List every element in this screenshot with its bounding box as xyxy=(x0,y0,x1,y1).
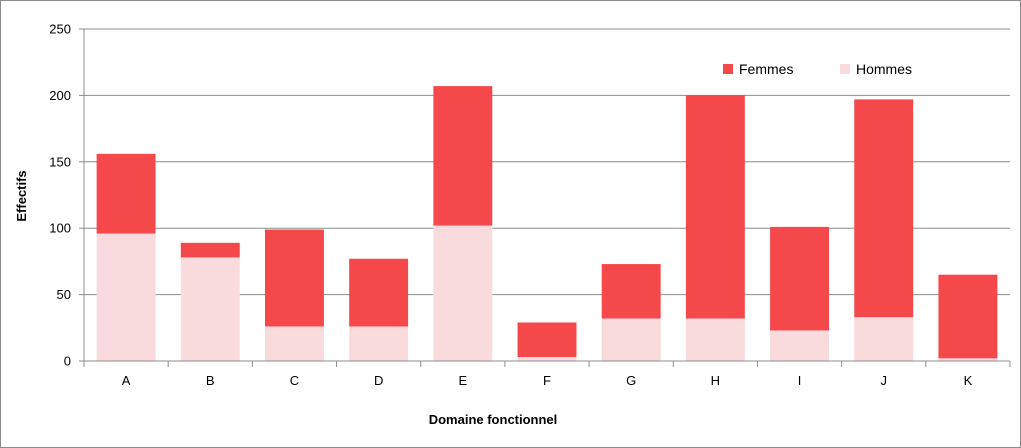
x-tick-label: B xyxy=(206,373,215,388)
y-tick-labels: 0 50 100 150 200 250 xyxy=(49,22,71,369)
legend-swatch-hommes xyxy=(840,64,850,74)
bar-hommes-j xyxy=(854,317,914,361)
bar-hommes-k xyxy=(938,358,998,361)
bar-femmes-d xyxy=(349,258,409,327)
bar-femmes-j xyxy=(854,99,914,318)
legend: Femmes Hommes xyxy=(723,61,912,77)
bar-hommes-a xyxy=(96,233,156,361)
bar-hommes-g xyxy=(601,318,661,361)
y-tick-label: 150 xyxy=(49,154,71,169)
bar-hommes-c xyxy=(264,326,324,361)
legend-label-hommes: Hommes xyxy=(856,61,912,77)
x-tick-label: J xyxy=(880,373,887,388)
y-tick-label: 0 xyxy=(64,354,71,369)
bar-femmes-g xyxy=(601,264,661,319)
x-tick-label: C xyxy=(290,373,299,388)
x-tick-label: K xyxy=(964,373,973,388)
bar-hommes-e xyxy=(433,225,493,361)
bar-hommes-h xyxy=(685,318,745,361)
legend-label-femmes: Femmes xyxy=(739,61,793,77)
bar-hommes-b xyxy=(180,257,240,361)
bar-hommes-f xyxy=(517,357,577,361)
x-tick-label: G xyxy=(626,373,636,388)
bar-hommes-d xyxy=(349,326,409,361)
y-tick-label: 250 xyxy=(49,22,71,37)
x-tick-label: D xyxy=(374,373,383,388)
y-tick-label: 50 xyxy=(57,287,71,302)
bar-femmes-h xyxy=(685,95,745,319)
y-tick-label: 200 xyxy=(49,88,71,103)
bar-femmes-k xyxy=(938,274,998,359)
bar-femmes-i xyxy=(770,226,830,331)
x-tick-labels: A B C D E F G H I J K xyxy=(122,373,973,388)
x-tick-label: A xyxy=(122,373,131,388)
bar-femmes-c xyxy=(264,229,324,327)
bars xyxy=(96,86,998,361)
bar-femmes-f xyxy=(517,322,577,358)
x-tick-label: H xyxy=(711,373,720,388)
y-tick-label: 100 xyxy=(49,221,71,236)
legend-swatch-femmes xyxy=(723,64,733,74)
axes xyxy=(83,29,1010,362)
bar-hommes-i xyxy=(770,330,830,361)
bar-femmes-e xyxy=(433,86,493,226)
x-axis-title: Domaine fonctionnel xyxy=(429,412,558,427)
x-tick-label: I xyxy=(798,373,802,388)
y-axis-title: Effectifs xyxy=(14,170,29,221)
bar-femmes-b xyxy=(180,242,240,258)
x-tick-label: E xyxy=(458,373,467,388)
x-tick-label: F xyxy=(543,373,551,388)
bar-femmes-a xyxy=(96,153,156,234)
